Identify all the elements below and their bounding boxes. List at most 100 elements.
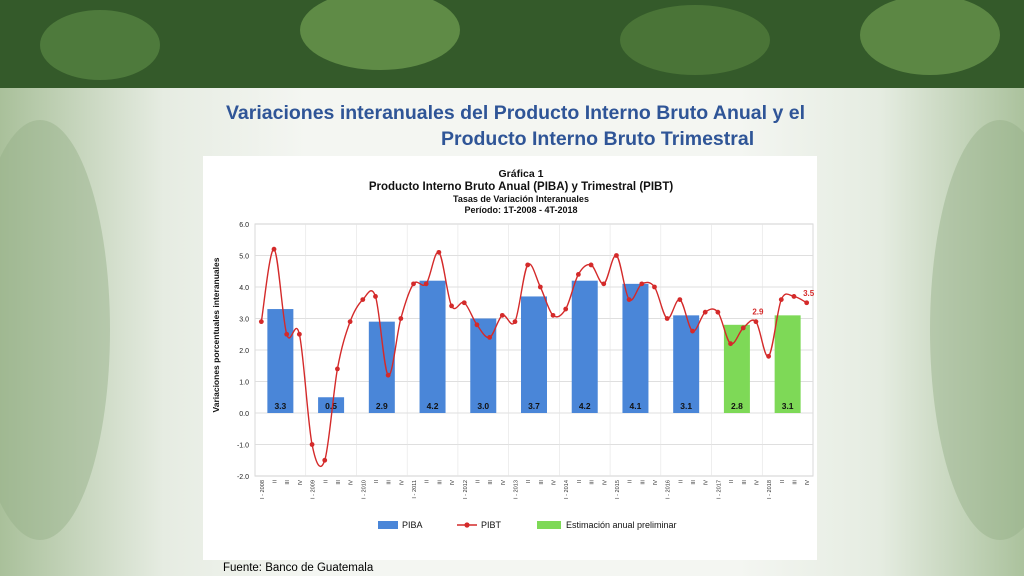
x-tick-label: III (488, 480, 494, 485)
pibt-point (385, 372, 391, 378)
x-tick-label: II (374, 480, 380, 484)
chart-header: Gráfica 1 (499, 168, 544, 180)
bar-piba (318, 397, 345, 413)
pibt-point (296, 331, 302, 337)
pibt-point (740, 325, 746, 331)
pibt-point (436, 249, 442, 255)
pibt-point (423, 281, 429, 287)
pibt-point (537, 284, 543, 290)
x-tick-label: IV (552, 480, 558, 486)
bar-piba (622, 283, 649, 413)
legend-pibt-label: PIBT (481, 520, 502, 530)
x-tick-label: III (437, 480, 443, 485)
x-tick-label: IV (450, 480, 456, 486)
x-tick-label: I - 2009 (311, 480, 317, 499)
bar-piba (419, 280, 446, 413)
pibt-point (715, 309, 721, 315)
x-tick-label: II (273, 480, 279, 484)
pibt-point (588, 262, 594, 268)
legend-piba-label: PIBA (402, 520, 423, 530)
y-tick-label: 0.0 (239, 411, 249, 418)
x-tick-labels: I - 2008 II III IV I - 2009 II III IV I - 2010 II… (260, 480, 811, 499)
y-tick-label: -2.0 (237, 474, 249, 481)
chart-period: Período: 1T-2008 - 4T-2018 (464, 205, 577, 215)
forest-photo-band (0, 0, 1024, 88)
bar-data-label: 2.9 (376, 401, 388, 411)
x-tick-label: II (425, 480, 431, 484)
x-tick-label: II (678, 480, 684, 484)
pibt-point (461, 300, 467, 306)
x-tick-label: IV (501, 480, 507, 486)
pibt-point (398, 316, 404, 321)
pibt-point (309, 442, 315, 447)
x-tick-label: III (742, 480, 748, 485)
x-tick-label: I - 2018 (767, 480, 773, 499)
pibt-point (791, 294, 797, 299)
bar-data-label: 2.8 (731, 401, 743, 411)
chart-legend: PIBA PIBT Estimación anual preliminar (378, 520, 677, 530)
pibt-point (753, 319, 759, 325)
pibt-point (271, 246, 277, 252)
x-tick-label: III (336, 480, 342, 485)
bars-layer: 3.3 0.5 2.9 4.2 3.0 3.7 4.2 4.1 3.1 2.8 3.1 (267, 280, 801, 413)
pibt-point (411, 281, 416, 287)
bar-data-label: 3.1 (680, 401, 692, 411)
gdp-chart: Gráfica 1 Producto Interno Bruto Anual (… (211, 168, 815, 530)
x-tick-label: I - 2010 (361, 480, 367, 499)
x-tick-label: I - 2017 (716, 480, 722, 499)
pibt-point (512, 319, 518, 325)
bar-piba (571, 280, 598, 413)
x-tick-label: III (640, 480, 646, 485)
pibt-point (652, 284, 657, 290)
forest-canopy-top-1 (40, 10, 160, 80)
y-tick-label: 1.0 (239, 380, 249, 387)
y-tick-label: 6.0 (239, 222, 249, 229)
pibt-point (322, 457, 328, 463)
source-note: Fuente: Banco de Guatemala (223, 562, 374, 574)
pibt-point (373, 294, 378, 299)
pibt-point (575, 272, 581, 277)
chart-panel: Gráfica 1 Producto Interno Bruto Anual (… (203, 156, 817, 560)
bar-piba (267, 309, 294, 413)
x-tick-label: III (539, 480, 545, 485)
pibt-point (702, 309, 708, 315)
y-tick-label: 5.0 (239, 254, 249, 261)
bar-piba (521, 296, 547, 413)
legend-pibt-marker (464, 522, 470, 528)
x-tick-label: I - 2013 (513, 480, 519, 499)
x-tick-label: IV (602, 480, 608, 486)
pibt-point (487, 335, 493, 340)
y-tick-labels: 6.0 5.0 4.0 3.0 2.0 1.0 0.0 -1.0 -2.0 (237, 222, 249, 481)
x-tick-label: II (475, 480, 481, 484)
pibt-point (347, 319, 353, 325)
legend-preliminary-label: Estimación anual preliminar (566, 520, 677, 530)
pibt-point (639, 281, 645, 287)
y-axis-label: Variaciones porcentuales interanuales (211, 257, 221, 412)
x-tick-label: III (285, 480, 291, 485)
bar-data-label: 3.0 (477, 401, 489, 411)
x-tick-label: I - 2016 (666, 480, 672, 499)
bar-data-label: 4.2 (579, 401, 591, 411)
x-tick-label: I - 2012 (463, 480, 469, 499)
x-tick-label: III (691, 480, 697, 485)
x-tick-label: I - 2008 (260, 480, 266, 499)
pibt-point (284, 331, 290, 337)
pibt-point (360, 297, 366, 302)
pibt-point (601, 281, 607, 287)
chart-title: Producto Interno Bruto Anual (PIBA) y Tr… (369, 181, 674, 193)
pibt-point (474, 322, 480, 328)
x-tick-label: IV (349, 480, 355, 486)
y-tick-label: 2.0 (239, 348, 249, 355)
bar-data-label: 4.2 (427, 401, 439, 411)
pibt-point (525, 262, 531, 268)
pibt-annotation: 3.5 (803, 289, 815, 298)
pibt-point (335, 366, 340, 372)
pibt-point (563, 306, 569, 312)
pibt-point (258, 319, 264, 325)
forest-canopy-top-2 (300, 0, 460, 70)
legend-preliminary-swatch (537, 521, 561, 529)
pibt-point (499, 312, 505, 318)
x-tick-label: IV (399, 480, 405, 486)
bar-data-label: 0.5 (325, 401, 337, 411)
bar-data-label: 4.1 (630, 401, 642, 411)
